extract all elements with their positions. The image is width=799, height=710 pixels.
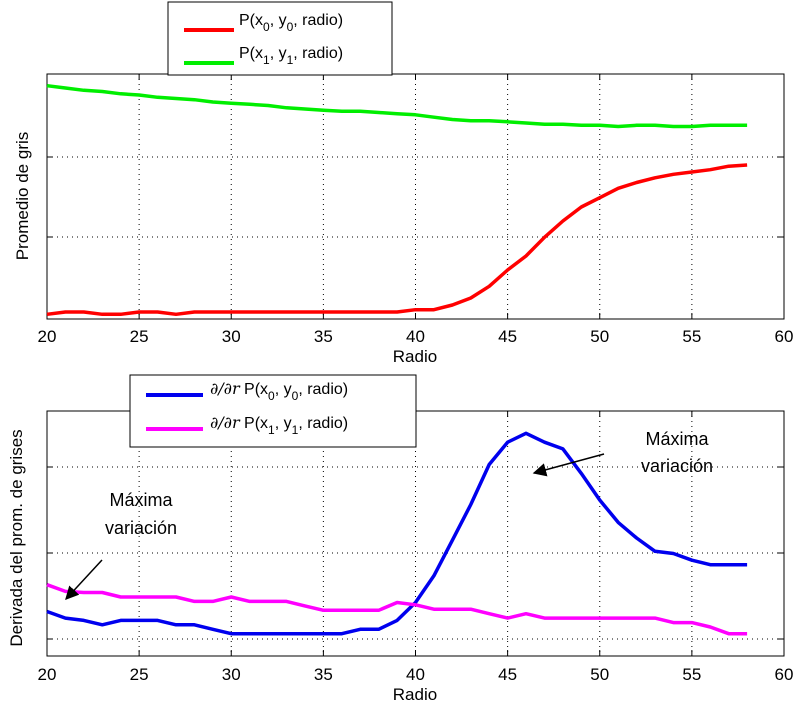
top-x-ticks: 20 25 30 35 40 45 50 55 60 [38, 74, 794, 346]
bottom-xtick-label-25: 25 [130, 665, 149, 684]
bottom-xtick-label-40: 40 [406, 665, 425, 684]
top-plot-frame [46, 73, 785, 320]
bottom-xtick-label-45: 45 [498, 665, 517, 684]
bottom-series-line-1 [46, 431, 748, 636]
bottom-plot: 20 25 30 35 40 45 50 55 60 Radio Derivada del pr… [7, 374, 794, 704]
bottom-legend-box [129, 374, 417, 448]
top-x-axis-label: Radio [393, 347, 437, 366]
top-series-line-1 [46, 163, 748, 317]
top-xtick-label-45: 45 [498, 327, 517, 346]
annotation-text-blue-line-1: Máxima [645, 429, 709, 449]
legend-label-bottom-series-2: ∂/∂r P(x1, y1, radio) [210, 413, 348, 437]
top-xtick-label-40: 40 [406, 327, 425, 346]
bottom-series-line-2 [46, 583, 748, 636]
top-xtick-label-25: 25 [130, 327, 149, 346]
top-xtick-label-35: 35 [314, 327, 333, 346]
top-xtick-label-30: 30 [222, 327, 241, 346]
top-legend: P(x0, y0, radio) P(x1, y1, radio) [167, 1, 393, 76]
bottom-xtick-label-20: 20 [38, 665, 57, 684]
annotation-max-variation-magenta: Máxima variación [65, 490, 177, 600]
top-xtick-label-50: 50 [590, 327, 609, 346]
bottom-x-axis-label: Radio [393, 685, 437, 704]
legend-label-bottom-series-1: ∂/∂r P(x0, y0, radio) [210, 379, 348, 403]
top-xtick-label-55: 55 [682, 327, 701, 346]
top-y-axis-label: Promedio de gris [13, 132, 32, 261]
bottom-xtick-label-60: 60 [775, 665, 794, 684]
bottom-xtick-label-50: 50 [590, 665, 609, 684]
top-xtick-label-20: 20 [38, 327, 57, 346]
bottom-x-ticks: 20 25 30 35 40 45 50 55 60 [38, 411, 794, 684]
annotation-max-variation-blue: Máxima variación [532, 429, 713, 477]
annotation-text-magenta-line-1: Máxima [109, 490, 173, 510]
annotation-text-blue-line-2: variación [641, 456, 713, 476]
legend-label-top-series-2: P(x1, y1, radio) [239, 45, 343, 67]
annotation-text-magenta-line-2: variación [105, 518, 177, 538]
bottom-lines [46, 431, 748, 636]
annotation-arrow-blue [532, 453, 605, 477]
top-xtick-label-60: 60 [775, 327, 794, 346]
legend-label-top-series-1: P(x0, y0, radio) [239, 12, 343, 34]
top-lines [46, 83, 748, 317]
annotation-arrow-magenta [65, 559, 103, 600]
bottom-xtick-label-30: 30 [222, 665, 241, 684]
bottom-xtick-label-55: 55 [682, 665, 701, 684]
bottom-xtick-label-35: 35 [314, 665, 333, 684]
top-series-line-2 [46, 83, 748, 129]
bottom-legend: ∂/∂r P(x0, y0, radio) ∂/∂r P(x1, y1, rad… [129, 374, 417, 448]
top-plot: 20 25 30 35 40 45 50 55 60 Radio Promedio de gri… [13, 1, 794, 366]
bottom-grid [47, 411, 784, 656]
bottom-y-axis-label: Derivada del prom. de grises [7, 429, 26, 646]
